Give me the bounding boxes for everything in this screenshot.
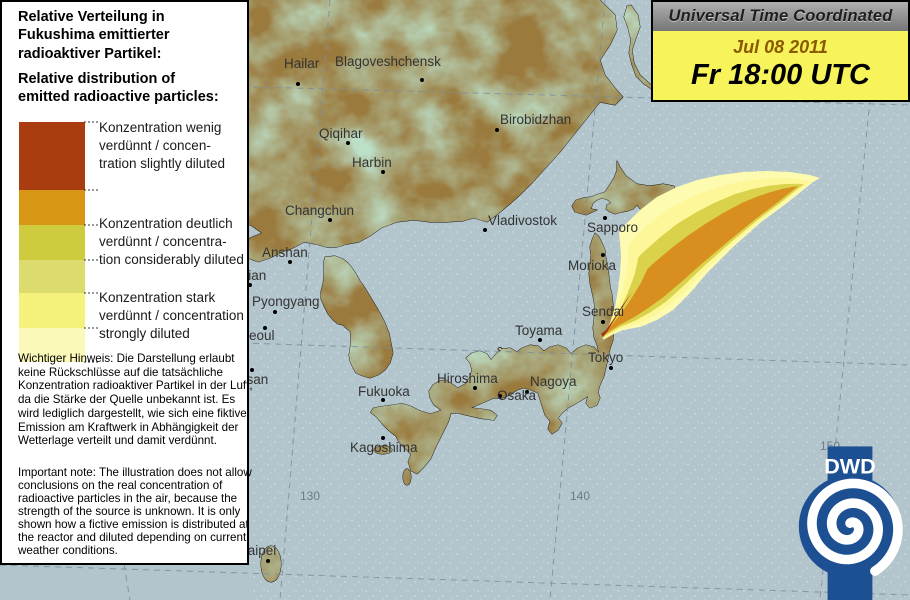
svg-text:Birobidzhan: Birobidzhan (500, 112, 571, 127)
svg-text:Toyama: Toyama (515, 323, 563, 338)
svg-text:Nagoya: Nagoya (530, 374, 577, 389)
svg-text:Changchun: Changchun (285, 203, 354, 218)
svg-text:Vladivostok: Vladivostok (488, 213, 557, 228)
svg-text:Kagoshima: Kagoshima (350, 440, 418, 455)
svg-text:Qiqihar: Qiqihar (319, 126, 363, 141)
svg-text:Harbin: Harbin (352, 155, 392, 170)
svg-text:Sapporo: Sapporo (587, 220, 638, 235)
svg-text:Sendai: Sendai (582, 304, 624, 319)
svg-text:140: 140 (570, 489, 590, 503)
svg-text:DWD: DWD (824, 454, 876, 479)
svg-text:Tokyo: Tokyo (588, 350, 623, 365)
svg-text:Osaka: Osaka (497, 388, 537, 403)
svg-text:Morioka: Morioka (568, 258, 617, 273)
svg-text:130: 130 (300, 489, 320, 503)
svg-text:Hiroshima: Hiroshima (437, 371, 498, 386)
svg-text:Hailar: Hailar (284, 56, 320, 71)
svg-text:Fukuoka: Fukuoka (358, 384, 410, 399)
svg-text:Blagoveshchensk: Blagoveshchensk (335, 54, 441, 69)
svg-text:Pyongyang: Pyongyang (252, 294, 320, 309)
svg-text:Anshan: Anshan (262, 245, 308, 260)
